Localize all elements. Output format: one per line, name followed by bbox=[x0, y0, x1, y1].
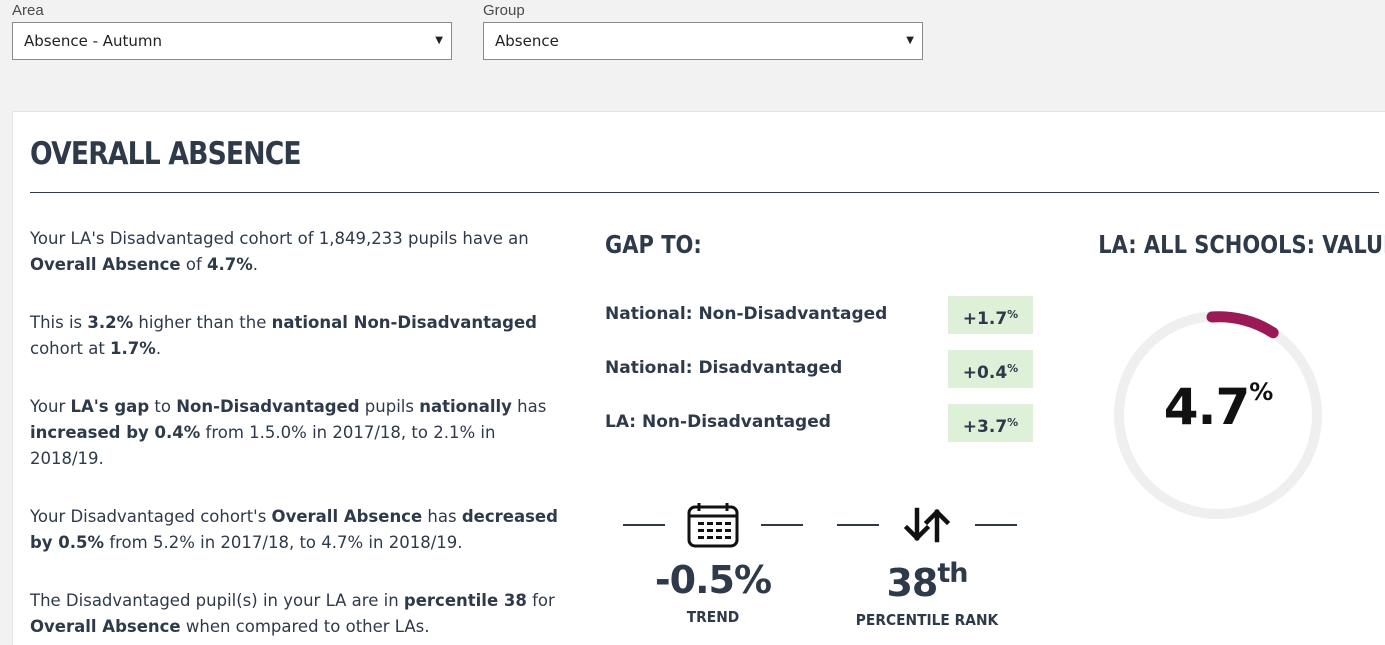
percentile-rank-caption: PERCENTILE RANK bbox=[855, 611, 999, 629]
overall-absence-card: OVERALL ABSENCE Your LA's Disadvantaged … bbox=[12, 111, 1385, 645]
gap-label: National: Disadvantaged bbox=[605, 358, 843, 378]
area-select[interactable]: Absence - Autumn ▼ bbox=[12, 22, 452, 60]
narrative-text: Your Disadvantaged cohort's bbox=[30, 507, 272, 526]
trend-caption: TREND bbox=[686, 608, 740, 626]
narrative-text: 1.7% bbox=[110, 339, 156, 358]
group-select[interactable]: Absence ▼ bbox=[483, 22, 923, 60]
narrative-text: 3.2% bbox=[87, 313, 134, 332]
group-label: Group bbox=[483, 2, 525, 19]
area-label: Area bbox=[12, 2, 44, 19]
divider-line bbox=[623, 524, 665, 526]
percentile-rank-value: 38th bbox=[886, 558, 968, 605]
narrative-text: Your bbox=[30, 397, 71, 416]
narrative-text: 4.7% bbox=[207, 255, 253, 274]
narrative-text: . bbox=[155, 339, 162, 358]
trend-stat: -0.5% TREND bbox=[623, 502, 803, 626]
narrative-paragraph: The Disadvantaged pupil(s) in your LA ar… bbox=[30, 588, 570, 640]
narrative-text: has bbox=[422, 507, 462, 526]
gap-badge: +3.7% bbox=[948, 404, 1033, 442]
gap-badge: +1.7% bbox=[948, 296, 1033, 334]
narrative-text: LA's gap bbox=[70, 397, 150, 416]
narrative-text: for bbox=[526, 591, 555, 610]
gap-label: LA: Non-Disadvantaged bbox=[605, 412, 831, 432]
narrative-paragraph: This is 3.2% higher than the national No… bbox=[30, 310, 570, 362]
divider-line bbox=[761, 524, 803, 526]
narrative-text: Overall Absence bbox=[271, 507, 423, 526]
gauge-title: LA: ALL SCHOOLS: VALUE bbox=[1098, 230, 1385, 259]
gap-row-la-non-disadvantaged: LA: Non-Disadvantaged +3.7% bbox=[605, 404, 1035, 442]
divider-line bbox=[975, 524, 1017, 526]
narrative-text: Overall Absence bbox=[30, 617, 181, 636]
narrative: Your LA's Disadvantaged cohort of 1,849,… bbox=[30, 226, 570, 645]
divider-line bbox=[837, 524, 879, 526]
narrative-text: Non-Disadvantaged bbox=[176, 397, 360, 416]
up-down-arrows-icon bbox=[903, 507, 951, 543]
narrative-paragraph: Your LA's Disadvantaged cohort of 1,849,… bbox=[30, 226, 570, 278]
narrative-text: has bbox=[511, 397, 547, 416]
gap-badge: +0.4% bbox=[948, 350, 1033, 388]
title-divider bbox=[30, 192, 1379, 193]
gap-heading: GAP TO: bbox=[605, 230, 702, 259]
narrative-paragraph: Your Disadvantaged cohort's Overall Abse… bbox=[30, 504, 570, 556]
narrative-paragraph: Your LA's gap to Non-Disadvantaged pupil… bbox=[30, 394, 570, 472]
narrative-text: of bbox=[180, 255, 208, 274]
narrative-text: to bbox=[149, 397, 177, 416]
narrative-text: from 1.5.0% in 2017/18, to 2.1% in 2018/… bbox=[30, 423, 496, 468]
narrative-text: higher than the bbox=[133, 313, 272, 332]
narrative-text: when compared to other LAs. bbox=[180, 617, 430, 636]
narrative-text: . bbox=[252, 255, 259, 274]
narrative-text: decreased by 0.5% bbox=[30, 507, 558, 552]
dropdown-arrow-icon: ▼ bbox=[435, 35, 443, 46]
narrative-text: nationally bbox=[419, 397, 512, 416]
dropdown-arrow-icon: ▼ bbox=[906, 35, 914, 46]
group-filter: Group Absence ▼ bbox=[483, 0, 923, 60]
narrative-text: national Non-Disadvantaged bbox=[271, 313, 537, 332]
narrative-text: This is bbox=[30, 313, 88, 332]
calendar-icon bbox=[687, 503, 739, 548]
group-select-value: Absence bbox=[495, 32, 559, 50]
narrative-text: The Disadvantaged pupil(s) in your LA ar… bbox=[30, 591, 404, 610]
narrative-text: percentile 38 bbox=[403, 591, 527, 610]
narrative-text: cohort at bbox=[30, 339, 111, 358]
narrative-text: Overall Absence bbox=[30, 255, 181, 274]
gap-label: National: Non-Disadvantaged bbox=[605, 304, 888, 324]
gauge-fill bbox=[1206, 311, 1279, 339]
percentile-rank-stat: 38th PERCENTILE RANK bbox=[837, 502, 1017, 629]
narrative-text: Your LA's Disadvantaged cohort of 1,849,… bbox=[30, 229, 529, 248]
area-select-value: Absence - Autumn bbox=[24, 32, 163, 50]
narrative-text: from 5.2% in 2017/18, to 4.7% in 2018/19… bbox=[104, 533, 463, 552]
gauge-value: 4.7% bbox=[1163, 378, 1274, 436]
gap-row-national-disadvantaged: National: Disadvantaged +0.4% bbox=[605, 350, 1035, 388]
card-title: OVERALL ABSENCE bbox=[30, 136, 302, 172]
narrative-text: increased by 0.4% bbox=[30, 423, 201, 442]
narrative-text: pupils bbox=[359, 397, 420, 416]
area-filter: Area Absence - Autumn ▼ bbox=[12, 0, 452, 60]
gap-row-national-non-disadvantaged: National: Non-Disadvantaged +1.7% bbox=[605, 296, 1035, 334]
trend-value: -0.5% bbox=[654, 558, 772, 602]
gauge-chart bbox=[1114, 311, 1322, 519]
